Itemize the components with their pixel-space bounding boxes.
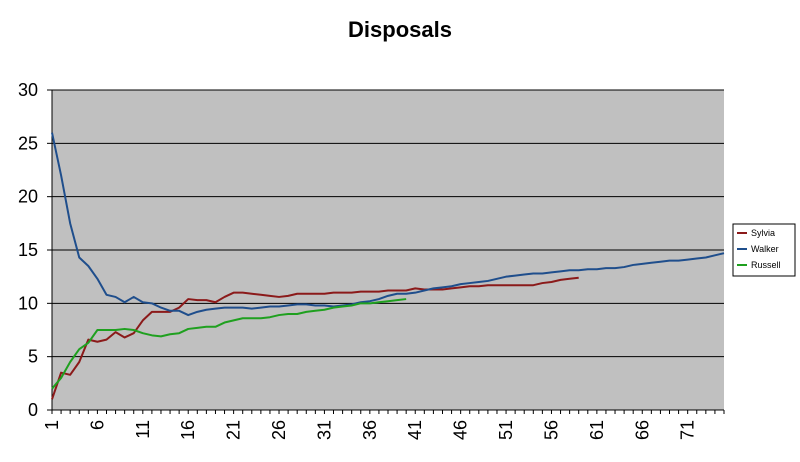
x-tick-label: 31 [314,420,334,440]
series-lines [51,132,725,400]
x-tick-label: 11 [133,420,153,439]
x-tick-label: 46 [451,420,471,440]
gridlines [52,89,724,358]
x-tick-label: 26 [269,420,289,440]
legend-label: Russell [751,260,781,270]
y-tick-label: 25 [18,133,38,153]
series-line-walker [51,132,725,317]
legend-label: Walker [751,244,779,254]
x-tick-label: 6 [87,420,107,430]
x-tick-label: 41 [405,420,425,440]
x-tick-label: 36 [360,420,380,440]
x-tick-label: 51 [496,420,516,440]
y-tick-label: 20 [18,187,38,207]
x-tick-label: 66 [632,420,652,440]
series-line-sylvia [51,276,579,400]
y-tick-label: 10 [18,293,38,313]
series-line-russell [51,298,407,390]
x-axis-ticks: 1 6 11 16 21 26 31 36 41 46 51 56 61 66 71 [42,410,725,440]
legend: Sylvia Walker Russell [732,223,796,277]
y-tick-label: 0 [28,400,38,420]
chart-title: Disposals [348,17,452,42]
y-tick-label: 5 [28,347,38,367]
x-tick-label: 21 [224,420,244,440]
y-tick-label: 15 [18,240,38,260]
x-tick-label: 16 [178,420,198,440]
x-tick-label: 56 [541,420,561,440]
x-tick-label: 71 [678,420,698,440]
y-tick-label: 30 [18,80,38,100]
x-tick-label: 1 [42,420,62,430]
x-tick-label: 61 [587,420,607,440]
legend-label: Sylvia [751,228,775,238]
y-axis-ticks: 0 5 10 15 20 25 30 [18,80,52,420]
